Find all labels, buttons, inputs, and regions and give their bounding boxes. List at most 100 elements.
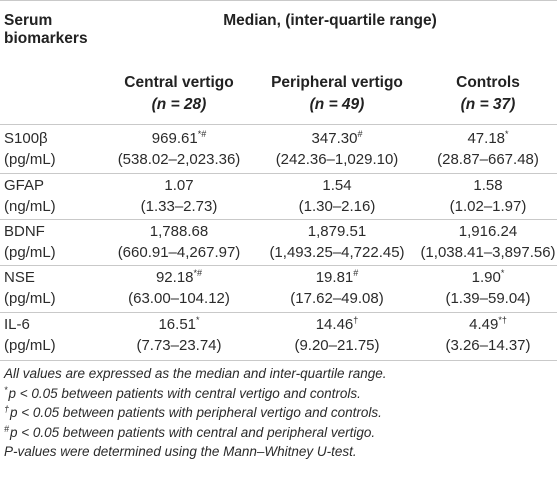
cell-iqr: (242.36–1,029.10) [275,151,399,168]
median-value: 4.49 [469,316,499,333]
significance-mark: *# [193,268,203,278]
table-cell: 1,916.24 (1,038.41–3,897.56) [420,221,556,263]
cell-median: 1,916.24 [420,221,556,242]
table-cell: 1.90* (1.39–59.04) [420,267,556,309]
footnote-text: p < 0.05 between patients with central v… [8,385,361,401]
significance-mark: * [505,129,509,139]
median-value: 1,916.24 [458,223,518,240]
median-value: 1.90 [471,269,501,286]
row-label: NSE (pg/mL) [4,267,104,309]
footnote-general: All values are expressed as the median a… [4,366,387,381]
median-value: 347.30 [311,130,358,147]
column-header-n: (n = 37) [460,96,516,113]
biomarker-unit: (pg/mL) [4,151,56,168]
cell-iqr: (1.33–2.73) [140,198,218,215]
row-label-header: Serum biomarkers [4,12,88,48]
median-value: 47.18 [467,130,506,147]
row-divider [0,312,557,313]
significance-mark: * [196,315,200,325]
table-bottom-rule [0,360,557,361]
cell-median: 969.61*# [104,128,254,149]
cell-iqr: (538.02–2,023.36) [117,151,241,168]
row-divider [0,173,557,174]
biomarker-unit: (pg/mL) [4,337,56,354]
cell-median: 14.46† [254,314,420,335]
median-value: 1.54 [322,177,352,194]
cell-iqr: (63.00–104.12) [128,290,230,307]
biomarker-unit: (ng/mL) [4,198,56,215]
median-value: 1.58 [473,177,503,194]
cell-iqr: (1,493.25–4,722.45) [269,244,405,261]
row-label: IL-6 (pg/mL) [4,314,104,356]
biomarker-name: GFAP [4,177,45,194]
row-label: GFAP (ng/mL) [4,175,104,217]
significance-mark: # [357,129,363,139]
median-value: 969.61 [151,130,198,147]
median-value: 1.07 [164,177,194,194]
table-cell: 1,879.51 (1,493.25–4,722.45) [254,221,420,263]
table-cell: 19.81# (17.62–49.08) [254,267,420,309]
row-label-header-line1: Serum [4,12,53,29]
cell-iqr: (1,038.41–3,897.56) [420,244,556,261]
cell-median: 47.18* [420,128,556,149]
footnote-symbol: † [4,404,10,414]
table-cell: 14.46† (9.20–21.75) [254,314,420,356]
significance-mark: * [500,268,505,278]
cell-median: 1,788.68 [104,221,254,242]
cell-median: 16.51* [104,314,254,335]
table-cell: 16.51* (7.73–23.74) [104,314,254,356]
footnote-text: p < 0.05 between patients with periphera… [10,405,382,420]
cell-iqr: (1.30–2.16) [298,198,376,215]
group-title: Median, (inter-quartile range) [223,12,437,29]
row-divider [0,219,557,220]
biomarker-name: BDNF [4,223,45,240]
table-cell: 92.18*# (63.00–104.12) [104,267,254,309]
table-top-rule [0,0,557,1]
biomarker-name: IL-6 [4,316,30,333]
cell-median: 1.54 [254,175,420,196]
column-header-n: (n = 28) [151,96,207,113]
row-divider [0,265,557,266]
cell-median: 347.30# [254,128,420,149]
biomarker-unit: (pg/mL) [4,244,56,261]
column-header-peripheral: Peripheral vertigo (n = 49) [254,72,420,116]
row-label-header-line2: biomarkers [4,30,88,47]
cell-iqr: (7.73–23.74) [136,337,222,354]
cell-median: 4.49*† [420,314,556,335]
cell-median: 92.18*# [104,267,254,288]
table-cell: 47.18* (28.87–667.48) [420,128,556,170]
cell-iqr: (660.91–4,267.97) [117,244,241,261]
cell-median: 1.07 [104,175,254,196]
footnote-method: P-values were determined using the Mann–… [4,444,357,459]
median-value: 19.81 [315,269,354,286]
cell-median: 19.81# [254,267,420,288]
footnote-star: *p < 0.05 between patients with central … [4,384,554,404]
cell-iqr: (1.02–1.97) [449,198,527,215]
cell-median: 1,879.51 [254,221,420,242]
table-cell: 1.58 (1.02–1.97) [420,175,556,217]
column-header-n: (n = 49) [309,96,365,113]
table-cell: 969.61*# (538.02–2,023.36) [104,128,254,170]
column-header-name: Peripheral vertigo [271,74,403,91]
column-header-name: Controls [456,74,520,91]
cell-iqr: (17.62–49.08) [290,290,384,307]
significance-mark: † [353,315,359,325]
cell-iqr: (1.39–59.04) [445,290,531,307]
median-value: 1,879.51 [307,223,367,240]
median-value: 16.51 [158,316,197,333]
significance-mark: *† [498,315,507,325]
footnote-symbol: # [4,423,10,434]
cell-median: 1.58 [420,175,556,196]
column-header-controls: Controls (n = 37) [420,72,556,116]
footnote-symbol: * [4,384,8,395]
table-cell: 1.07 (1.33–2.73) [104,175,254,217]
median-value: 92.18 [155,269,194,286]
cell-iqr: (3.26–14.37) [445,337,531,354]
column-header-name: Central vertigo [124,74,234,91]
column-header-central: Central vertigo (n = 28) [104,72,254,116]
significance-mark: # [353,268,359,278]
row-label: S100β (pg/mL) [4,128,104,170]
footnotes: All values are expressed as the median a… [4,364,554,462]
footnote-dagger: †p < 0.05 between patients with peripher… [4,403,554,423]
significance-mark: *# [197,129,207,139]
